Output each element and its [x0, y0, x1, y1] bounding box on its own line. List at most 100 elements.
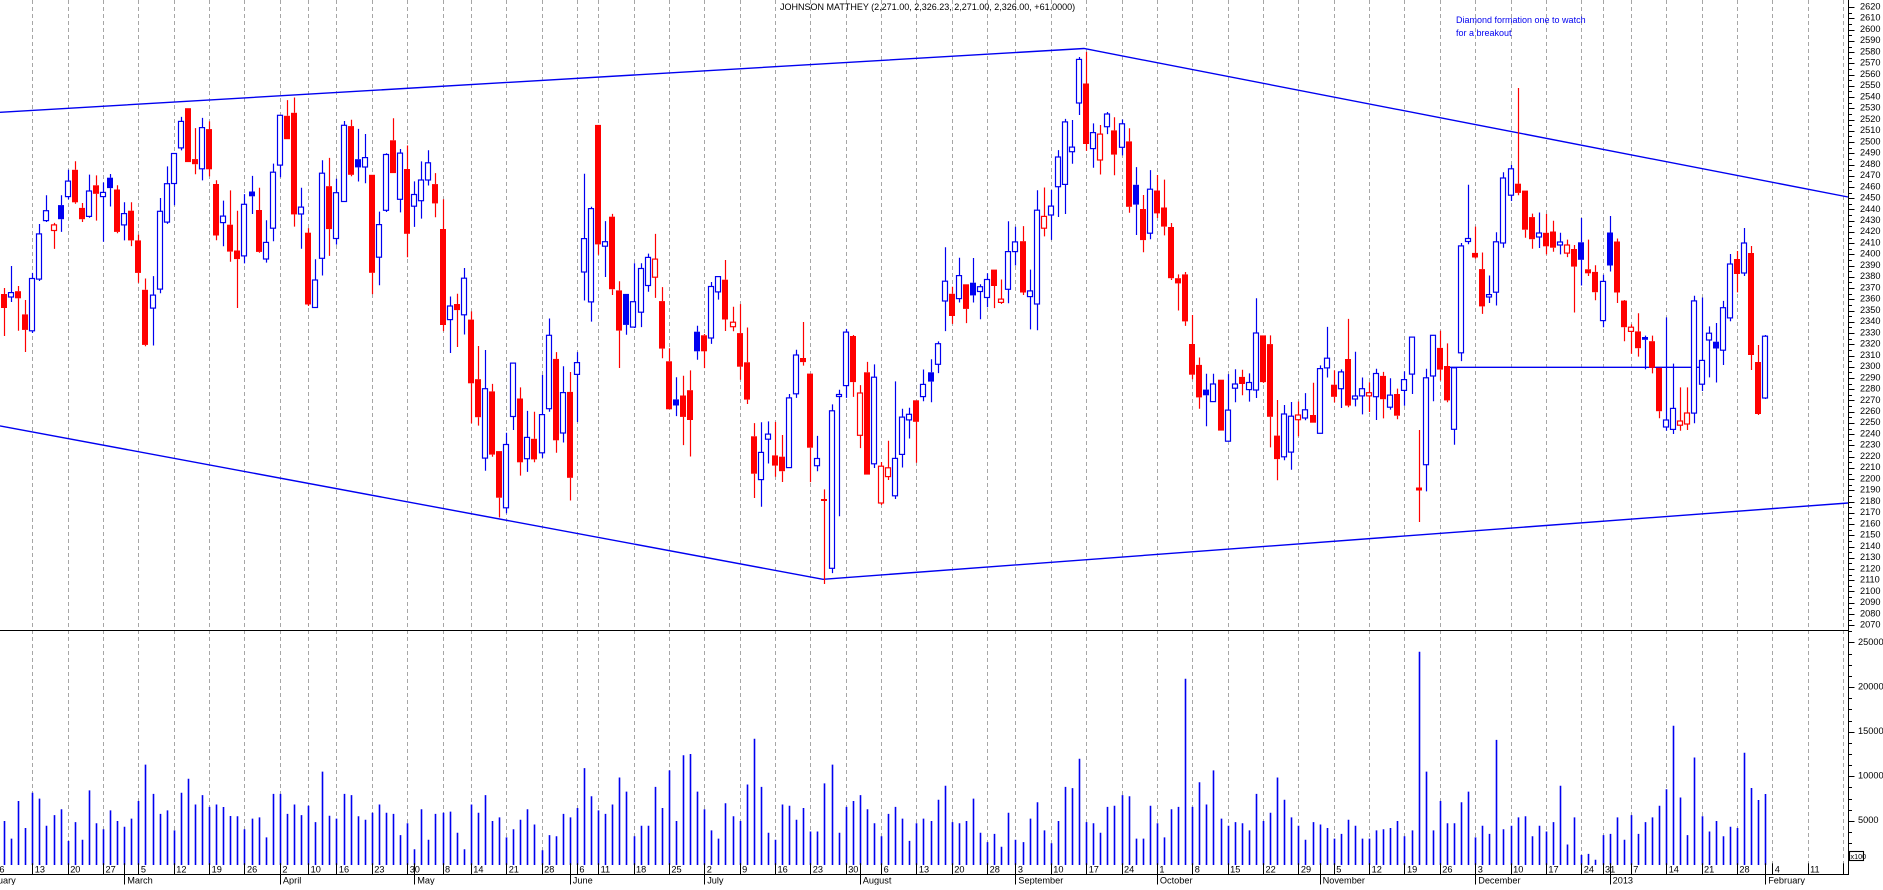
svg-text:20: 20	[954, 865, 964, 875]
svg-text:23: 23	[813, 865, 823, 875]
svg-text:August: August	[863, 876, 892, 886]
svg-text:April: April	[283, 876, 301, 886]
svg-text:22: 22	[1266, 865, 1276, 875]
svg-text:14: 14	[473, 865, 483, 875]
svg-text:30: 30	[410, 865, 420, 875]
svg-text:28: 28	[990, 865, 1000, 875]
svg-text:2090: 2090	[1860, 597, 1880, 607]
svg-text:2530: 2530	[1860, 103, 1880, 113]
svg-text:2290: 2290	[1860, 372, 1880, 382]
svg-text:2230: 2230	[1860, 440, 1880, 450]
svg-text:2130: 2130	[1860, 552, 1880, 562]
svg-text:2540: 2540	[1860, 91, 1880, 101]
svg-text:2220: 2220	[1860, 451, 1880, 461]
svg-text:2: 2	[282, 865, 287, 875]
svg-text:26: 26	[1442, 865, 1452, 875]
svg-text:March: March	[127, 876, 153, 886]
svg-text:2370: 2370	[1860, 282, 1880, 292]
svg-text:26: 26	[247, 865, 257, 875]
svg-text:2150: 2150	[1860, 530, 1880, 540]
svg-text:23: 23	[374, 865, 384, 875]
svg-text:2100: 2100	[1860, 586, 1880, 596]
svg-text:20: 20	[70, 865, 80, 875]
svg-text:October: October	[1160, 876, 1193, 886]
svg-text:10000: 10000	[1858, 771, 1883, 781]
svg-text:12: 12	[1372, 865, 1382, 875]
svg-text:11: 11	[601, 865, 611, 875]
svg-text:5: 5	[141, 865, 146, 875]
svg-text:2180: 2180	[1860, 496, 1880, 506]
svg-text:2390: 2390	[1860, 260, 1880, 270]
svg-text:February: February	[0, 876, 16, 886]
svg-text:2330: 2330	[1860, 327, 1880, 337]
svg-text:JOHNSON MATTHEY (2,271.00, 2,3: JOHNSON MATTHEY (2,271.00, 2,326.23, 2,2…	[780, 2, 1075, 12]
svg-text:2250: 2250	[1860, 417, 1880, 427]
svg-text:12: 12	[176, 865, 186, 875]
svg-text:8: 8	[1195, 865, 1200, 875]
svg-text:2500: 2500	[1860, 136, 1880, 146]
svg-text:2610: 2610	[1860, 13, 1880, 23]
svg-text:2570: 2570	[1860, 58, 1880, 68]
svg-text:28: 28	[1739, 865, 1749, 875]
svg-text:2140: 2140	[1860, 541, 1880, 551]
svg-text:13: 13	[35, 865, 45, 875]
svg-text:15000: 15000	[1858, 726, 1883, 736]
svg-text:2200: 2200	[1860, 473, 1880, 483]
svg-text:15: 15	[1230, 865, 1240, 875]
svg-text:July: July	[707, 876, 724, 886]
svg-text:5: 5	[1336, 865, 1341, 875]
svg-text:2490: 2490	[1860, 148, 1880, 158]
svg-text:2480: 2480	[1860, 159, 1880, 169]
svg-text:16: 16	[778, 865, 788, 875]
svg-text:2360: 2360	[1860, 294, 1880, 304]
svg-text:2550: 2550	[1860, 80, 1880, 90]
svg-text:14: 14	[1669, 865, 1679, 875]
svg-text:11: 11	[1810, 865, 1820, 875]
svg-text:2160: 2160	[1860, 518, 1880, 528]
svg-text:2560: 2560	[1860, 69, 1880, 79]
svg-text:30: 30	[848, 865, 858, 875]
svg-text:31: 31	[1605, 865, 1615, 875]
svg-text:2400: 2400	[1860, 249, 1880, 259]
svg-text:2590: 2590	[1860, 35, 1880, 45]
svg-text:6: 6	[884, 865, 889, 875]
svg-text:5000: 5000	[1858, 815, 1878, 825]
svg-text:x100: x100	[1851, 852, 1867, 861]
svg-text:Diamond formation one to watch: Diamond formation one to watch	[1456, 15, 1586, 25]
svg-text:21: 21	[509, 865, 519, 875]
svg-text:3: 3	[1018, 865, 1023, 875]
svg-text:2470: 2470	[1860, 170, 1880, 180]
svg-text:2120: 2120	[1860, 563, 1880, 573]
svg-text:10: 10	[311, 865, 321, 875]
svg-text:2620: 2620	[1860, 2, 1880, 12]
svg-text:17: 17	[1089, 865, 1099, 875]
svg-text:19: 19	[1407, 865, 1417, 875]
svg-text:2580: 2580	[1860, 46, 1880, 56]
svg-text:2460: 2460	[1860, 181, 1880, 191]
svg-text:September: September	[1018, 876, 1063, 886]
svg-text:21: 21	[1704, 865, 1714, 875]
svg-text:2070: 2070	[1860, 620, 1880, 630]
svg-text:2520: 2520	[1860, 114, 1880, 124]
svg-text:24: 24	[1584, 865, 1594, 875]
svg-text:16: 16	[339, 865, 349, 875]
svg-text:8: 8	[445, 865, 450, 875]
svg-text:November: November	[1323, 876, 1365, 886]
svg-text:10: 10	[1053, 865, 1063, 875]
svg-text:2440: 2440	[1860, 204, 1880, 214]
svg-text:27: 27	[106, 865, 116, 875]
svg-text:2110: 2110	[1860, 575, 1880, 585]
svg-text:18: 18	[636, 865, 646, 875]
svg-text:19: 19	[212, 865, 222, 875]
svg-text:2210: 2210	[1860, 462, 1880, 472]
svg-text:29: 29	[1301, 865, 1311, 875]
svg-text:February: February	[1768, 876, 1805, 886]
svg-text:2430: 2430	[1860, 215, 1880, 225]
svg-text:28: 28	[544, 865, 554, 875]
svg-text:May: May	[417, 876, 435, 886]
svg-text:17: 17	[1548, 865, 1558, 875]
svg-text:2600: 2600	[1860, 24, 1880, 34]
svg-text:2080: 2080	[1860, 608, 1880, 618]
svg-text:9: 9	[742, 865, 747, 875]
svg-text:2350: 2350	[1860, 305, 1880, 315]
